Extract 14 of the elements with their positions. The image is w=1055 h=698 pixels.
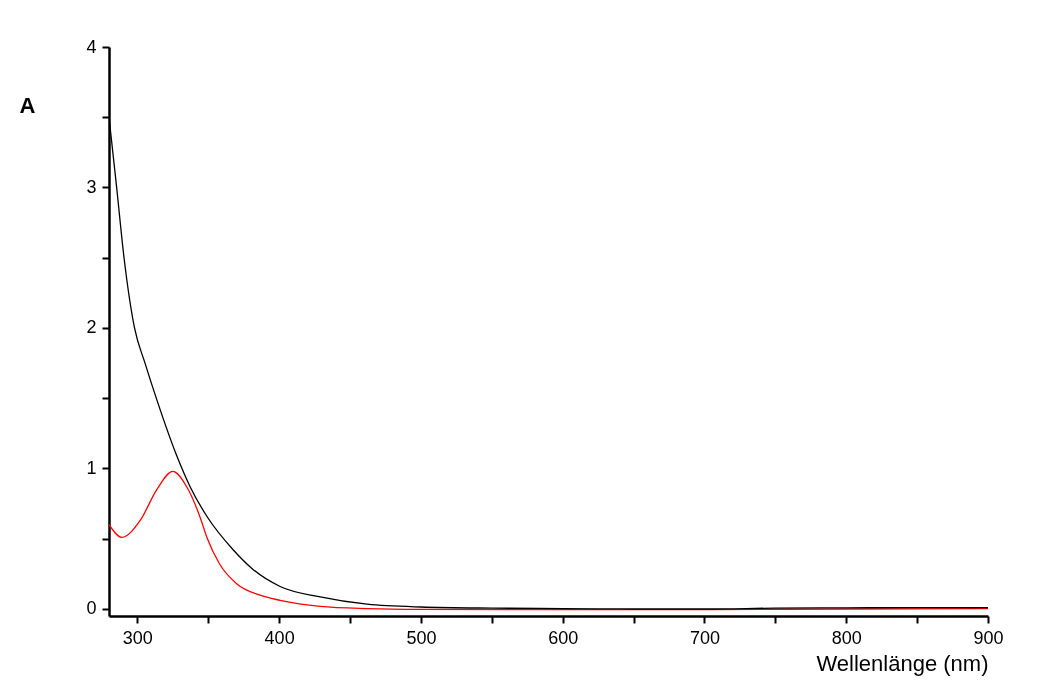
y-tick-label: 4 [86,36,97,57]
y-axis-title: A [19,92,36,118]
x-axis-title: Wellenlänge (nm) [816,650,989,676]
y-tick-label: 2 [86,317,97,338]
y-tick-label: 3 [86,176,97,197]
y-tick-label: 0 [86,598,97,619]
y-tick-label: 1 [86,457,97,478]
x-tick-label: 800 [831,627,862,648]
x-tick-label: 300 [122,627,153,648]
x-tick-label: 900 [973,627,1004,648]
x-tick-label: 400 [264,627,295,648]
x-tick-label: 700 [689,627,720,648]
x-tick-label: 500 [406,627,437,648]
x-tick-label: 600 [548,627,579,648]
